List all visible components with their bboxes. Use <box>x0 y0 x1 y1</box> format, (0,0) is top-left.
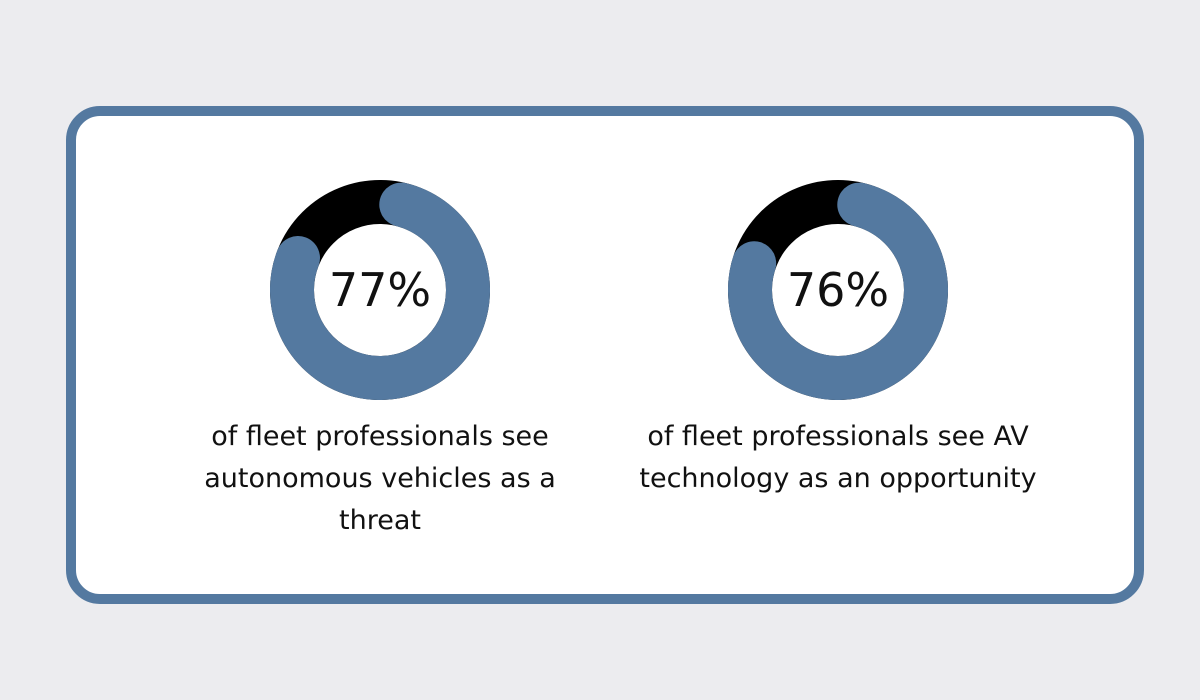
donut-arc-threat <box>270 180 490 400</box>
stat-opportunity: 76% of fleet professionals see AV techno… <box>638 116 1038 594</box>
caption-threat: of fleet professionals see autonomous ve… <box>204 421 556 536</box>
donut-chart-threat: 77% <box>270 180 490 400</box>
donut-svg-threat <box>270 180 490 400</box>
stats-card: 77% of fleet professionals see autonomou… <box>66 106 1144 604</box>
donut-chart-opportunity: 76% <box>728 180 948 400</box>
donut-arc-opportunity <box>728 180 948 400</box>
donut-svg-opportunity <box>728 180 948 400</box>
caption-opportunity: of fleet professionals see AV technology… <box>639 421 1037 494</box>
donut-value-threat: 77% <box>328 263 432 317</box>
stat-threat: 77% of fleet professionals see autonomou… <box>180 116 580 594</box>
donut-value-opportunity: 76% <box>786 263 890 317</box>
